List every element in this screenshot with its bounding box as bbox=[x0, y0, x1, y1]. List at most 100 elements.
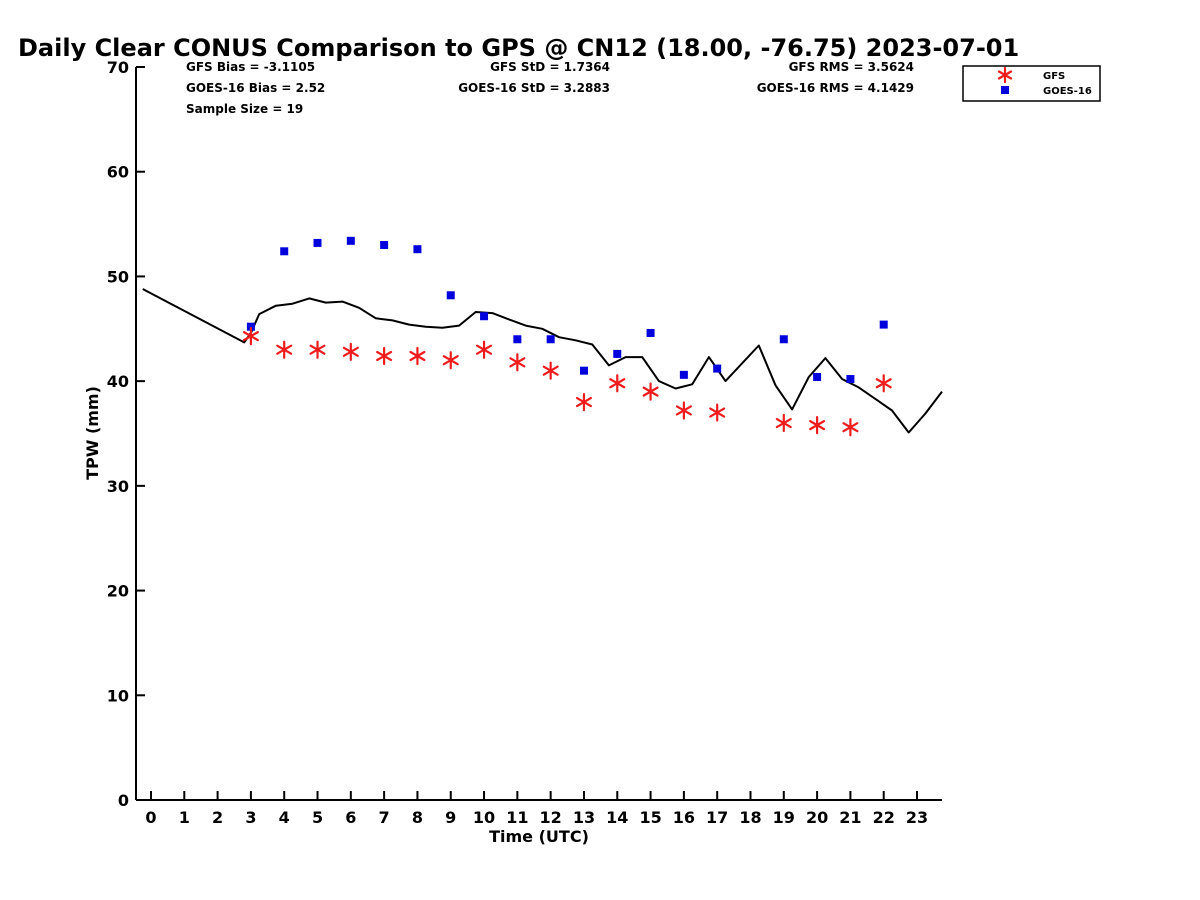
y-tick-label: 20 bbox=[107, 582, 129, 601]
gfs-point bbox=[809, 416, 826, 435]
goes-16-point bbox=[613, 349, 622, 358]
y-tick-label: 40 bbox=[107, 372, 129, 391]
goes-16-point bbox=[679, 370, 688, 379]
x-tick-label: 22 bbox=[873, 808, 895, 827]
x-tick-label: 19 bbox=[773, 808, 795, 827]
goes-16-point bbox=[546, 335, 555, 344]
gfs-point bbox=[309, 340, 326, 359]
gfs-point-stroke bbox=[642, 386, 659, 397]
x-tick-label: 5 bbox=[312, 808, 323, 827]
gfs-point-stroke bbox=[775, 417, 792, 429]
gfs-point bbox=[476, 340, 493, 359]
x-tick-label: 21 bbox=[839, 808, 861, 827]
x-tick-label: 6 bbox=[345, 808, 356, 827]
gfs-point bbox=[575, 392, 592, 412]
y-tick-label: 0 bbox=[118, 791, 129, 810]
legend-goes-label: GOES-16 bbox=[1043, 86, 1092, 97]
x-tick-label: 9 bbox=[445, 808, 456, 827]
y-tick-label: 30 bbox=[107, 477, 129, 496]
x-tick-label: 1 bbox=[179, 808, 190, 827]
legend-gfs-asterisk bbox=[997, 66, 1013, 84]
gfs-point bbox=[642, 382, 659, 401]
y-tick-label: 50 bbox=[107, 267, 129, 286]
goes-bias-stat: GOES-16 Bias = 2.52 bbox=[186, 81, 325, 95]
x-tick-label: 7 bbox=[379, 808, 390, 827]
gfs-point-stroke bbox=[409, 350, 426, 362]
goes-16-point bbox=[579, 366, 588, 375]
gfs-point bbox=[675, 401, 692, 420]
goes-16-point bbox=[413, 245, 422, 254]
goes-16-point bbox=[713, 364, 722, 373]
goes-16-point bbox=[480, 312, 489, 321]
gfs-point bbox=[775, 413, 792, 433]
gfs-point-stroke bbox=[376, 350, 393, 362]
gfs-point-stroke bbox=[809, 420, 826, 431]
x-axis-label: Time (UTC) bbox=[489, 827, 589, 846]
gps-line bbox=[142, 288, 943, 434]
gfs-point-stroke bbox=[709, 407, 726, 418]
x-tick-label: 2 bbox=[212, 808, 223, 827]
gfs-point-stroke bbox=[542, 365, 559, 376]
gfs-point bbox=[542, 361, 559, 380]
goes-16-point bbox=[879, 320, 888, 329]
gfs-point bbox=[709, 403, 726, 422]
gfs-rms-stat: GFS RMS = 3.5624 bbox=[789, 60, 914, 74]
goes-16-point bbox=[246, 322, 255, 331]
gfs-point-stroke bbox=[509, 357, 526, 368]
y-axis-label: TPW (mm) bbox=[83, 386, 102, 480]
x-tick-label: 14 bbox=[606, 808, 628, 827]
goes-16-point bbox=[380, 241, 389, 250]
y-tick-label: 60 bbox=[107, 163, 129, 182]
gfs-point bbox=[376, 346, 393, 366]
chart-title: Daily Clear CONUS Comparison to GPS @ CN… bbox=[18, 34, 1019, 62]
goes-16-point bbox=[280, 247, 289, 256]
gfs-point bbox=[242, 327, 259, 346]
y-tick-label: 10 bbox=[107, 686, 129, 705]
plot-marks bbox=[142, 236, 943, 437]
goes-16-point bbox=[313, 238, 322, 247]
gfs-point-stroke bbox=[242, 331, 259, 342]
x-tick-label: 18 bbox=[739, 808, 761, 827]
gfs-point-stroke bbox=[309, 344, 326, 355]
legend-gfs-label: GFS bbox=[1043, 71, 1065, 82]
legend: GFS GOES-16 bbox=[962, 65, 1101, 102]
x-tick-label: 15 bbox=[639, 808, 661, 827]
gfs-point-stroke bbox=[609, 378, 626, 389]
gfs-point-stroke bbox=[842, 422, 859, 433]
sample-size-stat: Sample Size = 19 bbox=[186, 102, 303, 116]
gfs-point bbox=[409, 346, 426, 366]
gfs-point bbox=[842, 418, 859, 437]
legend-gfs-marker bbox=[997, 66, 1013, 84]
x-tick-label: 20 bbox=[806, 808, 828, 827]
x-tick-label: 0 bbox=[145, 808, 156, 827]
x-tick-label: 16 bbox=[673, 808, 695, 827]
goes-16-point bbox=[846, 375, 855, 384]
x-tick-label: 12 bbox=[540, 808, 562, 827]
x-tick-label: 4 bbox=[279, 808, 290, 827]
legend-goes-marker bbox=[1001, 86, 1009, 94]
gfs-point-stroke bbox=[575, 396, 592, 408]
goes-std-stat: GOES-16 StD = 3.2883 bbox=[458, 81, 610, 95]
goes-16-point bbox=[346, 236, 355, 245]
gfs-point bbox=[276, 340, 293, 359]
gfs-point-stroke bbox=[675, 405, 692, 416]
y-tick-label: 70 bbox=[107, 58, 129, 77]
x-tick-label: 8 bbox=[412, 808, 423, 827]
goes-16-point bbox=[779, 335, 788, 344]
gfs-point-stroke bbox=[442, 355, 459, 366]
x-tick-label: 13 bbox=[573, 808, 595, 827]
gfs-point-stroke bbox=[476, 344, 493, 355]
gfs-point bbox=[509, 353, 526, 372]
gfs-point-stroke bbox=[875, 378, 892, 389]
gfs-std-stat: GFS StD = 1.7364 bbox=[490, 60, 610, 74]
legend-box bbox=[962, 65, 1101, 102]
x-tick-label: 10 bbox=[473, 808, 495, 827]
goes-rms-stat: GOES-16 RMS = 4.1429 bbox=[757, 81, 914, 95]
x-tick-label: 11 bbox=[506, 808, 528, 827]
gfs-point bbox=[442, 351, 459, 370]
gfs-point-stroke bbox=[276, 344, 293, 355]
x-tick-label: 17 bbox=[706, 808, 728, 827]
gfs-bias-stat: GFS Bias = -3.1105 bbox=[186, 60, 315, 74]
